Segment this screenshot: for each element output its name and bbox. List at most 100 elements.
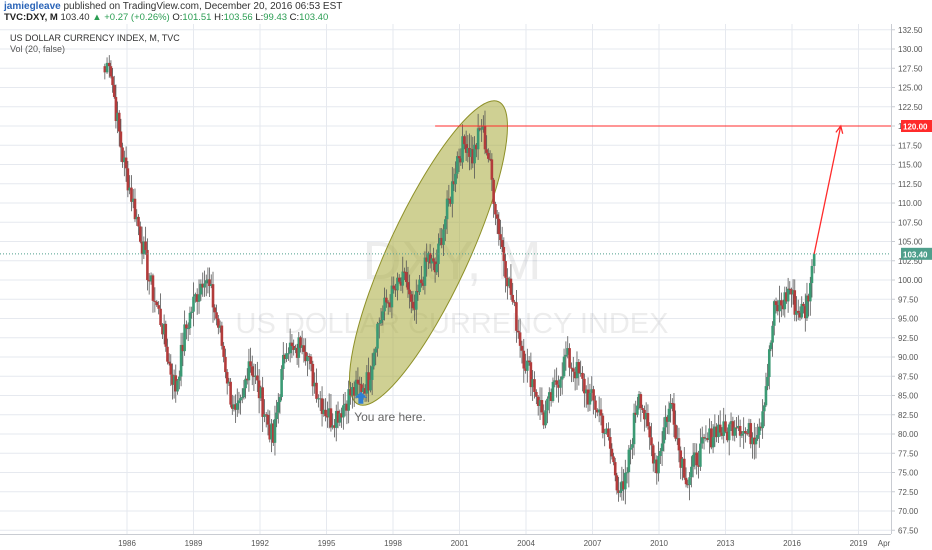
candle-body xyxy=(159,308,162,326)
candle-body xyxy=(176,380,179,392)
candle-body xyxy=(761,411,764,429)
price-chart[interactable]: DXY, M US DOLLAR CURRENCY INDEX You are … xyxy=(0,24,932,550)
candle-body xyxy=(780,300,783,306)
candle-body xyxy=(259,387,263,399)
candle-body xyxy=(629,447,632,450)
candle-body xyxy=(643,409,646,420)
candle-body xyxy=(340,413,343,418)
candle-body xyxy=(745,433,749,435)
candle-body xyxy=(299,337,302,348)
candle-body xyxy=(483,125,487,150)
candle-body xyxy=(800,303,804,318)
candle-body xyxy=(575,362,579,379)
candle-body xyxy=(805,295,809,319)
candle-body xyxy=(612,456,615,463)
time-axis[interactable]: 1986 1989 1992 1995 1998 2001 2004 2007 2010 2013… xyxy=(118,539,890,548)
candle-body xyxy=(454,173,457,185)
author-username[interactable]: jamiegleave xyxy=(4,1,61,12)
candle-body xyxy=(756,434,759,439)
candle-body xyxy=(682,458,686,478)
candle-body xyxy=(230,404,234,409)
candle-body xyxy=(300,345,304,348)
close-label: C: xyxy=(289,12,300,23)
candle-body xyxy=(482,125,485,129)
candle-body xyxy=(531,379,534,388)
candle-body xyxy=(524,368,527,371)
candle-body xyxy=(428,253,432,264)
candle-body xyxy=(372,352,376,367)
candle-body xyxy=(672,403,676,425)
projection-line xyxy=(813,125,842,254)
candle-body xyxy=(123,157,126,163)
candle-body xyxy=(475,144,478,150)
candle-body xyxy=(367,372,370,391)
y-tick-label: 92.50 xyxy=(898,334,919,343)
candle-body xyxy=(605,428,608,433)
candle-body xyxy=(564,354,568,357)
candle-body xyxy=(213,307,217,313)
candle-body xyxy=(771,325,774,343)
y-tick-label: 90.00 xyxy=(898,353,919,362)
candle-body xyxy=(229,381,232,405)
candle-body xyxy=(715,426,718,438)
candle-body xyxy=(252,375,256,377)
candle-body xyxy=(178,376,181,381)
candle-body xyxy=(583,378,586,394)
volume-legend[interactable]: Vol (20, false) xyxy=(10,44,65,54)
candle-body xyxy=(538,400,542,406)
candle-body xyxy=(502,247,506,262)
candle-body xyxy=(566,348,570,355)
projection-arrow[interactable] xyxy=(813,124,844,254)
y-tick-label: 110.00 xyxy=(898,199,922,208)
candle-body xyxy=(722,421,726,436)
candle-body xyxy=(374,348,378,353)
candle-body xyxy=(726,431,729,441)
candle-body xyxy=(370,366,374,380)
candle-body xyxy=(440,237,444,245)
y-tick-label: 100.00 xyxy=(898,276,923,285)
candle-body xyxy=(358,383,362,385)
candle-body xyxy=(103,66,107,73)
candle-body xyxy=(119,131,123,148)
price-axis[interactable]: 67.50 70.00 72.50 75.00 77.50 80.00 82.50 85.00… xyxy=(891,26,923,536)
candle-body xyxy=(547,392,551,399)
candle-body xyxy=(570,367,573,369)
candle-body xyxy=(463,136,466,145)
candle-body xyxy=(416,291,420,293)
candle-body xyxy=(731,421,735,436)
y-tick-label: 72.50 xyxy=(898,488,919,497)
candle-body xyxy=(624,472,627,490)
candle-body xyxy=(625,472,629,474)
candle-body xyxy=(631,444,634,448)
candle-body xyxy=(577,362,581,374)
candle-body xyxy=(473,144,476,164)
candle-body xyxy=(449,199,452,204)
x-tick-label: 1992 xyxy=(251,539,269,548)
current-price-text: 103.40 xyxy=(903,250,928,259)
candle-body xyxy=(164,323,168,347)
candle-body xyxy=(432,258,435,262)
candle-body xyxy=(131,198,135,202)
candle-body xyxy=(529,362,533,388)
candle-body xyxy=(786,288,790,302)
candle-body xyxy=(408,289,411,295)
candle-body xyxy=(117,112,121,132)
y-tick-label: 82.50 xyxy=(898,411,919,420)
candle-body xyxy=(557,384,560,388)
candle-body xyxy=(183,324,186,352)
you-are-here-note[interactable]: You are here. xyxy=(354,391,426,424)
candle-body xyxy=(379,319,383,324)
candle-body xyxy=(354,379,358,396)
candle-body xyxy=(749,423,753,445)
candle-body xyxy=(116,112,119,121)
x-tick-label: 2007 xyxy=(584,539,602,548)
candle-body xyxy=(381,311,385,320)
candle-body xyxy=(492,179,495,204)
candle-body xyxy=(487,152,490,159)
candle-body xyxy=(618,490,622,493)
candle-body xyxy=(758,426,761,435)
candle-body xyxy=(659,451,662,456)
candle-body xyxy=(315,382,318,399)
x-tick-label: 2019 xyxy=(850,539,868,548)
candle-body xyxy=(414,291,418,310)
